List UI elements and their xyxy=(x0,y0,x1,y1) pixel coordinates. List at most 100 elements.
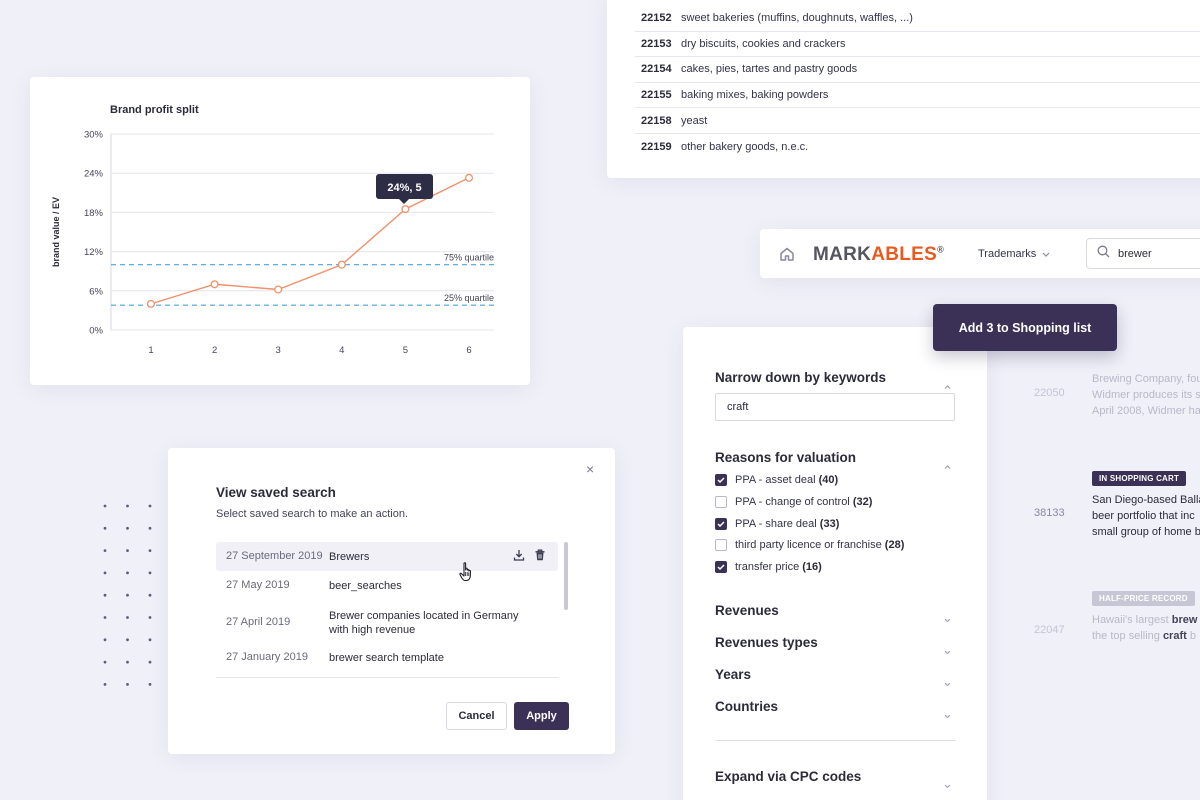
trademarks-label: Trademarks xyxy=(978,248,1037,260)
revenue-types-section-title[interactable]: Revenues types xyxy=(715,635,818,650)
code-number: 22155 xyxy=(641,89,672,102)
reason-checkbox-row[interactable]: PPA - share deal (33) xyxy=(715,518,839,530)
tooltip-arrow xyxy=(399,199,409,204)
list-scrollbar[interactable] xyxy=(564,542,568,610)
series-line xyxy=(150,177,470,305)
cpc-section-title[interactable]: Expand via CPC codes xyxy=(715,769,862,784)
trademarks-dropdown[interactable]: Trademarks xyxy=(978,248,1050,260)
y-tick-label: 0% xyxy=(89,326,103,337)
keyword-input[interactable] xyxy=(715,393,955,421)
trash-icon[interactable] xyxy=(534,549,546,564)
table-row[interactable]: 22159 other bakery goods, n.e.c. xyxy=(635,134,1200,160)
saved-search-name: Brewer companies located in Germany with… xyxy=(329,610,519,636)
chevron-up-icon[interactable] xyxy=(944,456,951,474)
search-icon xyxy=(1097,245,1110,263)
table-row[interactable]: 22154 cakes, pies, tartes and pastry good… xyxy=(635,57,1200,83)
revenues-section-title[interactable]: Revenues xyxy=(715,603,779,618)
decorative-dot xyxy=(148,549,152,552)
decorative-dot xyxy=(103,593,107,597)
chart-title: Brand profit split xyxy=(110,104,199,116)
saved-search-row[interactable]: 27 January 2019 brewer search template xyxy=(216,645,558,674)
chevron-down-icon[interactable] xyxy=(944,609,951,627)
x-tick-label: 4 xyxy=(339,345,344,356)
table-row[interactable]: 22158 yeast xyxy=(635,108,1200,134)
decorative-dot xyxy=(126,526,129,530)
chevron-down-icon[interactable] xyxy=(944,673,951,691)
checkbox-checked[interactable] xyxy=(715,561,727,573)
decorative-dot xyxy=(103,571,107,575)
apply-button[interactable]: Apply xyxy=(514,702,569,730)
reason-label: third party licence or franchise (28) xyxy=(735,539,905,551)
snippet-text: the top selling xyxy=(1092,630,1163,642)
y-tick-label: 6% xyxy=(89,286,103,297)
decorative-dot xyxy=(148,504,152,508)
decorative-dot xyxy=(126,638,129,642)
result-snippet[interactable]: Brewing Company, fou Widmer produces its… xyxy=(1092,371,1200,419)
reason-checkbox-row[interactable]: third party licence or franchise (28) xyxy=(715,539,904,551)
reasons-section-title[interactable]: Reasons for valuation xyxy=(715,450,857,465)
snippet-text: b xyxy=(1186,630,1196,642)
modal-subtitle: Select saved search to make an action. xyxy=(216,508,408,520)
markables-logo[interactable]: MARKABLES® xyxy=(813,244,944,266)
app-header: MARKABLES® Trademarks xyxy=(760,229,1200,278)
code-number: 22152 xyxy=(641,12,672,25)
code-description: yeast xyxy=(681,114,708,127)
add-to-shopping-list-button[interactable]: Add 3 to Shopping list xyxy=(933,304,1117,351)
chevron-down-icon[interactable] xyxy=(944,705,951,723)
saved-search-list: 27 September 2019 Brewers 27 May 2019 be… xyxy=(216,542,558,674)
decorative-dot xyxy=(148,638,152,642)
table-row[interactable]: 22152 sweet bakeries (muffins, doughnuts,… xyxy=(635,6,1200,32)
code-description: dry biscuits, cookies and crackers xyxy=(681,37,846,50)
saved-search-row[interactable]: 27 April 2019 Brewer companies located i… xyxy=(216,600,558,645)
x-tick-label: 2 xyxy=(212,345,217,356)
saved-search-date: 27 April 2019 xyxy=(226,616,291,628)
cancel-button[interactable]: Cancel xyxy=(446,702,507,730)
y-tick-label: 18% xyxy=(84,208,104,219)
result-code: 22050 xyxy=(1034,387,1065,399)
saved-search-row[interactable]: 27 September 2019 Brewers xyxy=(216,542,558,571)
keywords-section-title[interactable]: Narrow down by keywords xyxy=(715,370,887,385)
logo-text-mark: MARK xyxy=(813,244,872,265)
x-tick-label: 5 xyxy=(403,345,408,356)
tooltip-box xyxy=(376,174,433,199)
industry-code-table: 22152 sweet bakeries (muffins, doughnuts,… xyxy=(635,6,1200,160)
chevron-down-icon[interactable] xyxy=(944,775,951,793)
checkbox-checked[interactable] xyxy=(715,518,727,530)
reason-checkbox-row[interactable]: PPA - asset deal (40) xyxy=(715,474,838,486)
download-icon[interactable] xyxy=(513,549,525,564)
saved-search-date: 27 September 2019 xyxy=(226,550,323,562)
result-snippet[interactable]: Hawaii's largest brew the top selling cr… xyxy=(1092,612,1200,644)
result-snippet[interactable]: San Diego-based Balla beer portfolio tha… xyxy=(1092,492,1200,540)
table-row[interactable]: 22153 dry biscuits, cookies and crackers xyxy=(635,32,1200,58)
line-chart: Brand profit split brand value / EV 0% 6%… xyxy=(51,104,494,356)
search-input[interactable] xyxy=(1118,247,1200,260)
x-tick-label: 6 xyxy=(466,345,471,356)
y-tick-label: 30% xyxy=(84,130,104,141)
result-code: 38133 xyxy=(1034,507,1065,519)
countries-section-title[interactable]: Countries xyxy=(715,699,779,714)
checkbox-unchecked[interactable] xyxy=(715,496,727,508)
home-icon[interactable] xyxy=(780,247,794,266)
filter-panel: Narrow down by keywords Reasons for valu… xyxy=(683,327,987,800)
years-section-title[interactable]: Years xyxy=(715,667,752,682)
data-point xyxy=(210,280,219,289)
reference-line-label: 75% quartile xyxy=(444,253,494,263)
chevron-up-icon[interactable] xyxy=(944,376,951,394)
decorative-dot xyxy=(126,616,129,619)
close-icon[interactable]: × xyxy=(586,461,595,477)
reason-checkbox-row[interactable]: transfer price (16) xyxy=(715,561,822,573)
checkbox-checked[interactable] xyxy=(715,474,727,486)
table-row[interactable]: 22155 baking mixes, baking powders xyxy=(635,83,1200,109)
decorative-dot xyxy=(126,660,129,664)
saved-search-row[interactable]: 27 May 2019 beer_searches xyxy=(216,571,558,600)
chevron-down-icon[interactable] xyxy=(944,641,951,659)
checkbox-unchecked[interactable] xyxy=(715,539,727,551)
search-box[interactable] xyxy=(1086,238,1200,269)
y-axis-title: brand value / EV xyxy=(51,197,61,267)
data-point xyxy=(146,299,156,308)
snippet-line: April 2008, Widmer ha xyxy=(1092,405,1200,417)
snippet-text: Hawaii's largest xyxy=(1092,614,1172,626)
reason-label: PPA - share deal (33) xyxy=(735,518,840,530)
logo-registered-mark: ® xyxy=(937,244,945,255)
reason-checkbox-row[interactable]: PPA - change of control (32) xyxy=(715,496,872,508)
